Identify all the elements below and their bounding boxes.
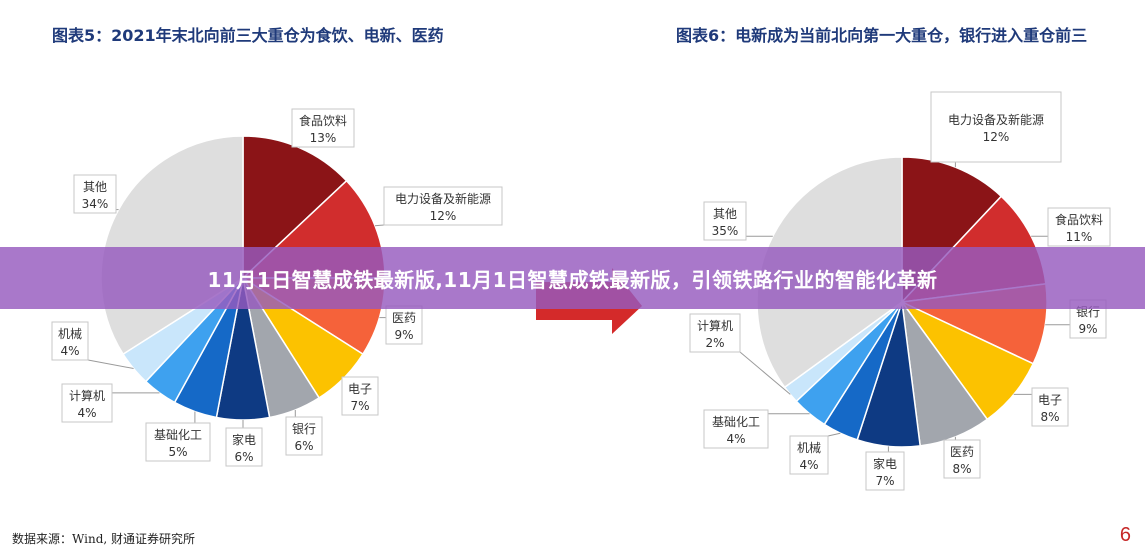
slice-label-left-6: 基础化工 5% bbox=[145, 422, 211, 462]
slice-name-label: 基础化工 bbox=[712, 415, 760, 429]
slice-label-left-9: 其他 34% bbox=[73, 174, 117, 214]
leader-line bbox=[739, 351, 791, 395]
slice-label-right-4: 医药 8% bbox=[943, 439, 981, 479]
slice-label-right-9: 其他 35% bbox=[703, 201, 747, 241]
leader-line bbox=[374, 224, 385, 227]
slice-label-left-7: 计算机 4% bbox=[61, 383, 113, 423]
page-number: 6 bbox=[1119, 524, 1131, 546]
slice-name-label: 电力设备及新能源 bbox=[948, 112, 1044, 127]
slice-value-label: 4% bbox=[726, 432, 745, 446]
slice-label-left-0: 食品饮料 13% bbox=[291, 108, 355, 148]
slice-value-label: 7% bbox=[875, 474, 894, 488]
slice-name-label: 家电 bbox=[873, 456, 897, 471]
slice-name-label: 食品饮料 bbox=[299, 113, 347, 128]
slice-label-right-3: 电子 8% bbox=[1031, 387, 1069, 427]
slice-value-label: 6% bbox=[234, 450, 253, 464]
chart-title-right: 图表6：电新成为当前北向第一大重仓，银行进入重仓前三 bbox=[676, 26, 1088, 45]
slice-label-right-0: 电力设备及新能源 12% bbox=[930, 91, 1062, 163]
slice-label-left-3: 电子 7% bbox=[341, 376, 379, 416]
slice-value-label: 8% bbox=[1040, 410, 1059, 424]
slice-name-label: 基础化工 bbox=[154, 428, 202, 442]
slice-name-label: 电子 bbox=[348, 382, 372, 396]
leader-line bbox=[87, 359, 134, 369]
slice-value-label: 9% bbox=[1078, 322, 1097, 336]
slice-value-label: 11% bbox=[1066, 230, 1093, 244]
slice-name-label: 家电 bbox=[232, 432, 256, 447]
slice-value-label: 7% bbox=[350, 399, 369, 413]
slice-value-label: 5% bbox=[168, 445, 187, 459]
slice-name-label: 其他 bbox=[83, 180, 107, 194]
slice-name-label: 其他 bbox=[713, 207, 737, 221]
slice-name-label: 医药 bbox=[392, 311, 416, 325]
slice-name-label: 计算机 bbox=[697, 318, 733, 333]
slice-label-right-1: 食品饮料 11% bbox=[1047, 207, 1111, 247]
slice-value-label: 9% bbox=[394, 328, 413, 342]
slice-label-left-4: 银行 6% bbox=[285, 416, 323, 456]
slice-name-label: 医药 bbox=[950, 445, 974, 459]
slice-name-label: 电子 bbox=[1038, 393, 1062, 407]
slice-label-right-5: 家电 7% bbox=[865, 451, 905, 491]
chart-title-left: 图表5：2021年末北向前三大重仓为食饮、电新、医药 bbox=[52, 26, 444, 45]
slice-name-label: 银行 bbox=[292, 422, 316, 436]
data-source-note: 数据来源：Wind, 财通证券研究所 bbox=[12, 532, 196, 546]
slice-value-label: 35% bbox=[712, 224, 739, 238]
slice-label-left-1: 电力设备及新能源 12% bbox=[383, 186, 503, 226]
slice-label-right-6: 机械 4% bbox=[789, 435, 829, 475]
slice-value-label: 13% bbox=[310, 131, 337, 145]
slice-name-label: 机械 bbox=[797, 440, 821, 455]
slice-label-right-7: 基础化工 4% bbox=[703, 409, 769, 449]
slice-value-label: 12% bbox=[430, 209, 457, 223]
slice-name-label: 电力设备及新能源 bbox=[395, 191, 491, 206]
headline-banner: 11月1日智慧成铁最新版,11月1日智慧成铁最新版，引领铁路行业的智能化革新 bbox=[0, 247, 1145, 309]
slice-label-left-2: 医药 9% bbox=[385, 305, 423, 345]
slice-value-label: 6% bbox=[294, 439, 313, 453]
slice-value-label: 4% bbox=[77, 406, 96, 420]
slice-value-label: 4% bbox=[799, 458, 818, 472]
slice-value-label: 8% bbox=[952, 462, 971, 476]
slice-value-label: 12% bbox=[983, 130, 1010, 144]
slice-name-label: 机械 bbox=[58, 326, 82, 341]
slice-label-left-8: 机械 4% bbox=[51, 321, 89, 361]
slice-label-right-8: 计算机 2% bbox=[689, 313, 741, 353]
slice-value-label: 2% bbox=[705, 336, 724, 350]
slice-name-label: 计算机 bbox=[69, 388, 105, 403]
leader-line bbox=[827, 432, 841, 437]
headline-text: 11月1日智慧成铁最新版,11月1日智慧成铁最新版，引领铁路行业的智能化革新 bbox=[207, 267, 938, 292]
slice-name-label: 食品饮料 bbox=[1055, 212, 1103, 227]
slice-label-left-5: 家电 6% bbox=[225, 427, 263, 467]
slice-value-label: 34% bbox=[82, 197, 109, 211]
slice-value-label: 4% bbox=[60, 344, 79, 358]
